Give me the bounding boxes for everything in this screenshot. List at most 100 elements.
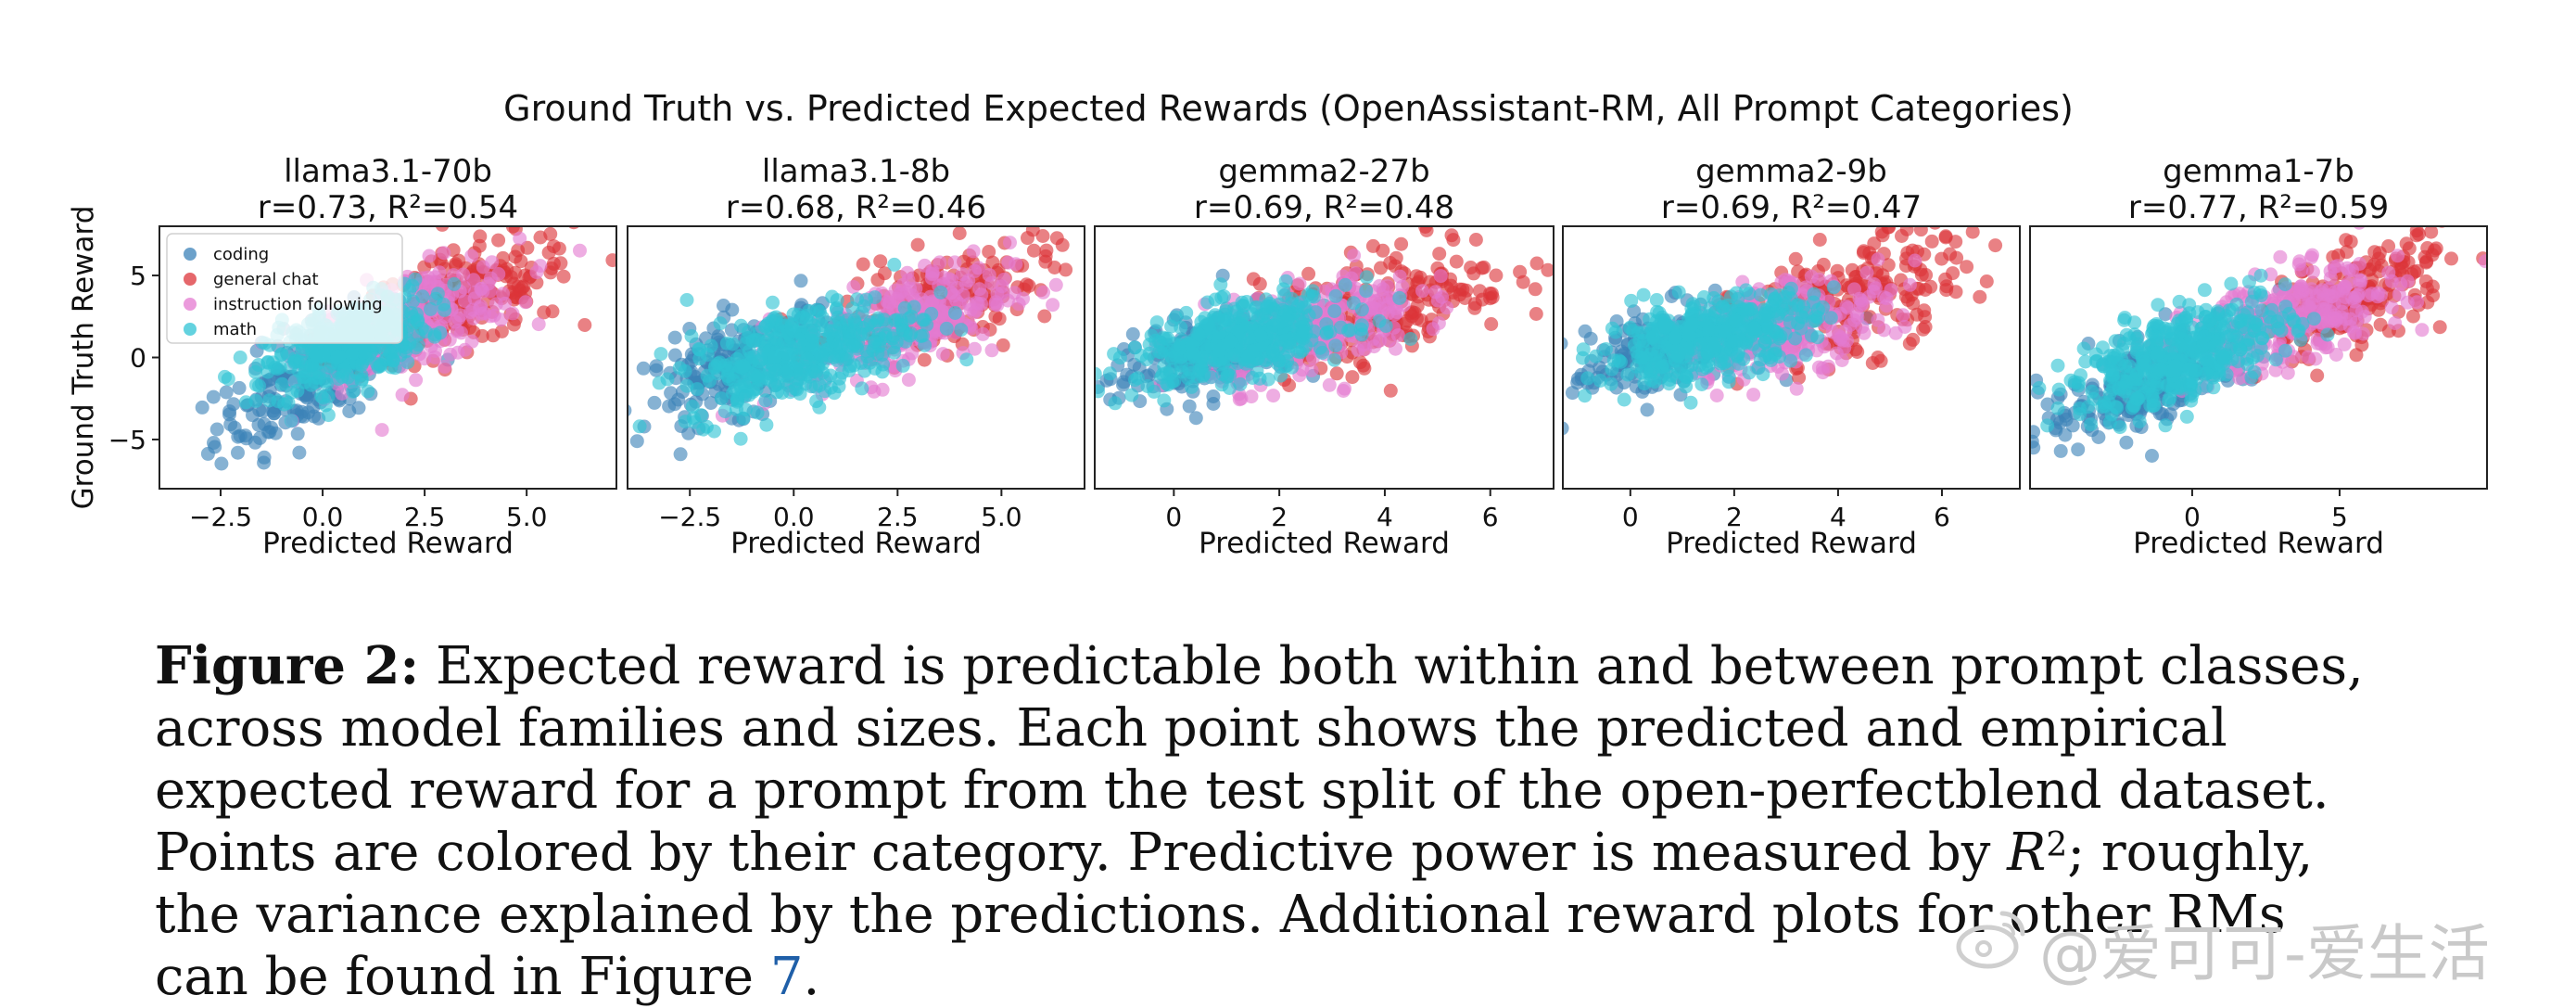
- point-general-chat: [1919, 268, 1933, 282]
- point-math: [1209, 293, 1223, 307]
- point-math: [1635, 326, 1649, 340]
- point-coding: [1189, 411, 1203, 425]
- point-general-chat: [1916, 323, 1930, 337]
- point-math: [1329, 289, 1343, 303]
- point-math: [1154, 346, 1168, 360]
- point-math: [1201, 317, 1215, 331]
- point-math: [1614, 355, 1628, 369]
- legend-label: general chat: [213, 270, 319, 289]
- point-math: [1732, 346, 1745, 360]
- point-math: [424, 302, 438, 316]
- point-math: [759, 418, 773, 432]
- point-math: [746, 385, 760, 399]
- y-tick-label: −5: [108, 425, 146, 455]
- point-instruction-following: [881, 295, 895, 309]
- point-math: [739, 402, 753, 416]
- point-general-chat: [1027, 244, 1041, 258]
- point-instruction-following: [463, 305, 477, 319]
- point-math: [1796, 300, 1810, 313]
- point-math: [1697, 290, 1711, 304]
- point-general-chat: [1376, 244, 1390, 258]
- point-instruction-following: [1293, 277, 1307, 291]
- panel-title-model: llama3.1-70b: [284, 153, 492, 190]
- point-instruction-following: [489, 297, 503, 311]
- point-math: [948, 306, 962, 320]
- point-instruction-following: [1850, 311, 1864, 325]
- point-coding: [1530, 398, 1544, 412]
- point-math: [685, 329, 699, 343]
- point-coding: [1183, 400, 1197, 414]
- point-math: [1124, 389, 1138, 402]
- point-math: [1327, 304, 1341, 318]
- legend-marker: [184, 298, 197, 311]
- point-general-chat: [857, 258, 870, 272]
- point-math: [809, 394, 823, 408]
- point-instruction-following: [1434, 269, 1448, 283]
- point-coding: [2026, 440, 2040, 454]
- point-math: [714, 316, 728, 330]
- point-general-chat: [491, 234, 505, 248]
- point-math: [1758, 349, 1772, 363]
- point-general-chat: [2406, 310, 2420, 324]
- point-coding: [196, 401, 209, 415]
- point-math: [1242, 331, 1256, 345]
- point-math: [1722, 375, 1736, 389]
- point-instruction-following: [1347, 249, 1361, 262]
- point-math: [1684, 301, 1698, 315]
- point-math: [726, 337, 740, 351]
- point-math: [902, 312, 916, 325]
- point-instruction-following: [375, 423, 389, 437]
- point-math: [1113, 351, 1127, 364]
- point-instruction-following: [1710, 389, 1724, 402]
- point-math: [310, 349, 324, 363]
- point-instruction-following: [1790, 382, 1804, 396]
- point-math: [1694, 377, 1708, 391]
- point-math: [1347, 296, 1361, 310]
- point-math: [1746, 338, 1760, 351]
- point-instruction-following: [449, 315, 463, 329]
- point-math: [633, 419, 647, 433]
- point-math: [793, 333, 806, 347]
- point-general-chat: [1450, 255, 1464, 269]
- point-math: [304, 378, 318, 392]
- point-instruction-following: [1382, 333, 1396, 347]
- point-general-chat: [557, 270, 571, 284]
- point-instruction-following: [443, 348, 457, 362]
- point-instruction-following: [918, 259, 932, 273]
- point-math: [1179, 306, 1193, 320]
- point-coding: [1206, 389, 1220, 403]
- point-instruction-following: [484, 309, 498, 323]
- point-general-chat: [1445, 228, 1459, 242]
- point-general-chat: [2412, 227, 2426, 241]
- point-instruction-following: [1373, 279, 1387, 293]
- point-general-chat: [1383, 256, 1397, 270]
- point-instruction-following: [438, 360, 451, 374]
- point-math: [447, 277, 461, 291]
- point-math: [355, 358, 369, 372]
- point-math: [1236, 296, 1250, 310]
- point-math: [1319, 317, 1333, 331]
- point-instruction-following: [1036, 286, 1050, 300]
- point-coding: [210, 423, 224, 437]
- point-general-chat: [911, 238, 925, 252]
- point-coding: [207, 390, 221, 404]
- point-instruction-following: [1337, 384, 1351, 398]
- point-math: [402, 283, 416, 297]
- point-general-chat: [1906, 333, 1920, 347]
- point-general-chat: [2433, 320, 2447, 334]
- point-math: [1278, 305, 1292, 319]
- x-tick-label: −2.5: [658, 502, 721, 532]
- point-instruction-following: [1835, 353, 1849, 367]
- point-coding: [794, 274, 808, 287]
- point-general-chat: [577, 318, 591, 332]
- point-instruction-following: [1889, 326, 1903, 340]
- point-instruction-following: [1880, 299, 1894, 313]
- x-tick-label: 6: [1482, 502, 1499, 532]
- point-general-chat: [2418, 250, 2432, 264]
- point-math: [1783, 315, 1797, 329]
- point-coding: [231, 446, 245, 460]
- point-math: [1185, 380, 1199, 394]
- point-math: [1580, 371, 1594, 385]
- point-math: [412, 338, 425, 351]
